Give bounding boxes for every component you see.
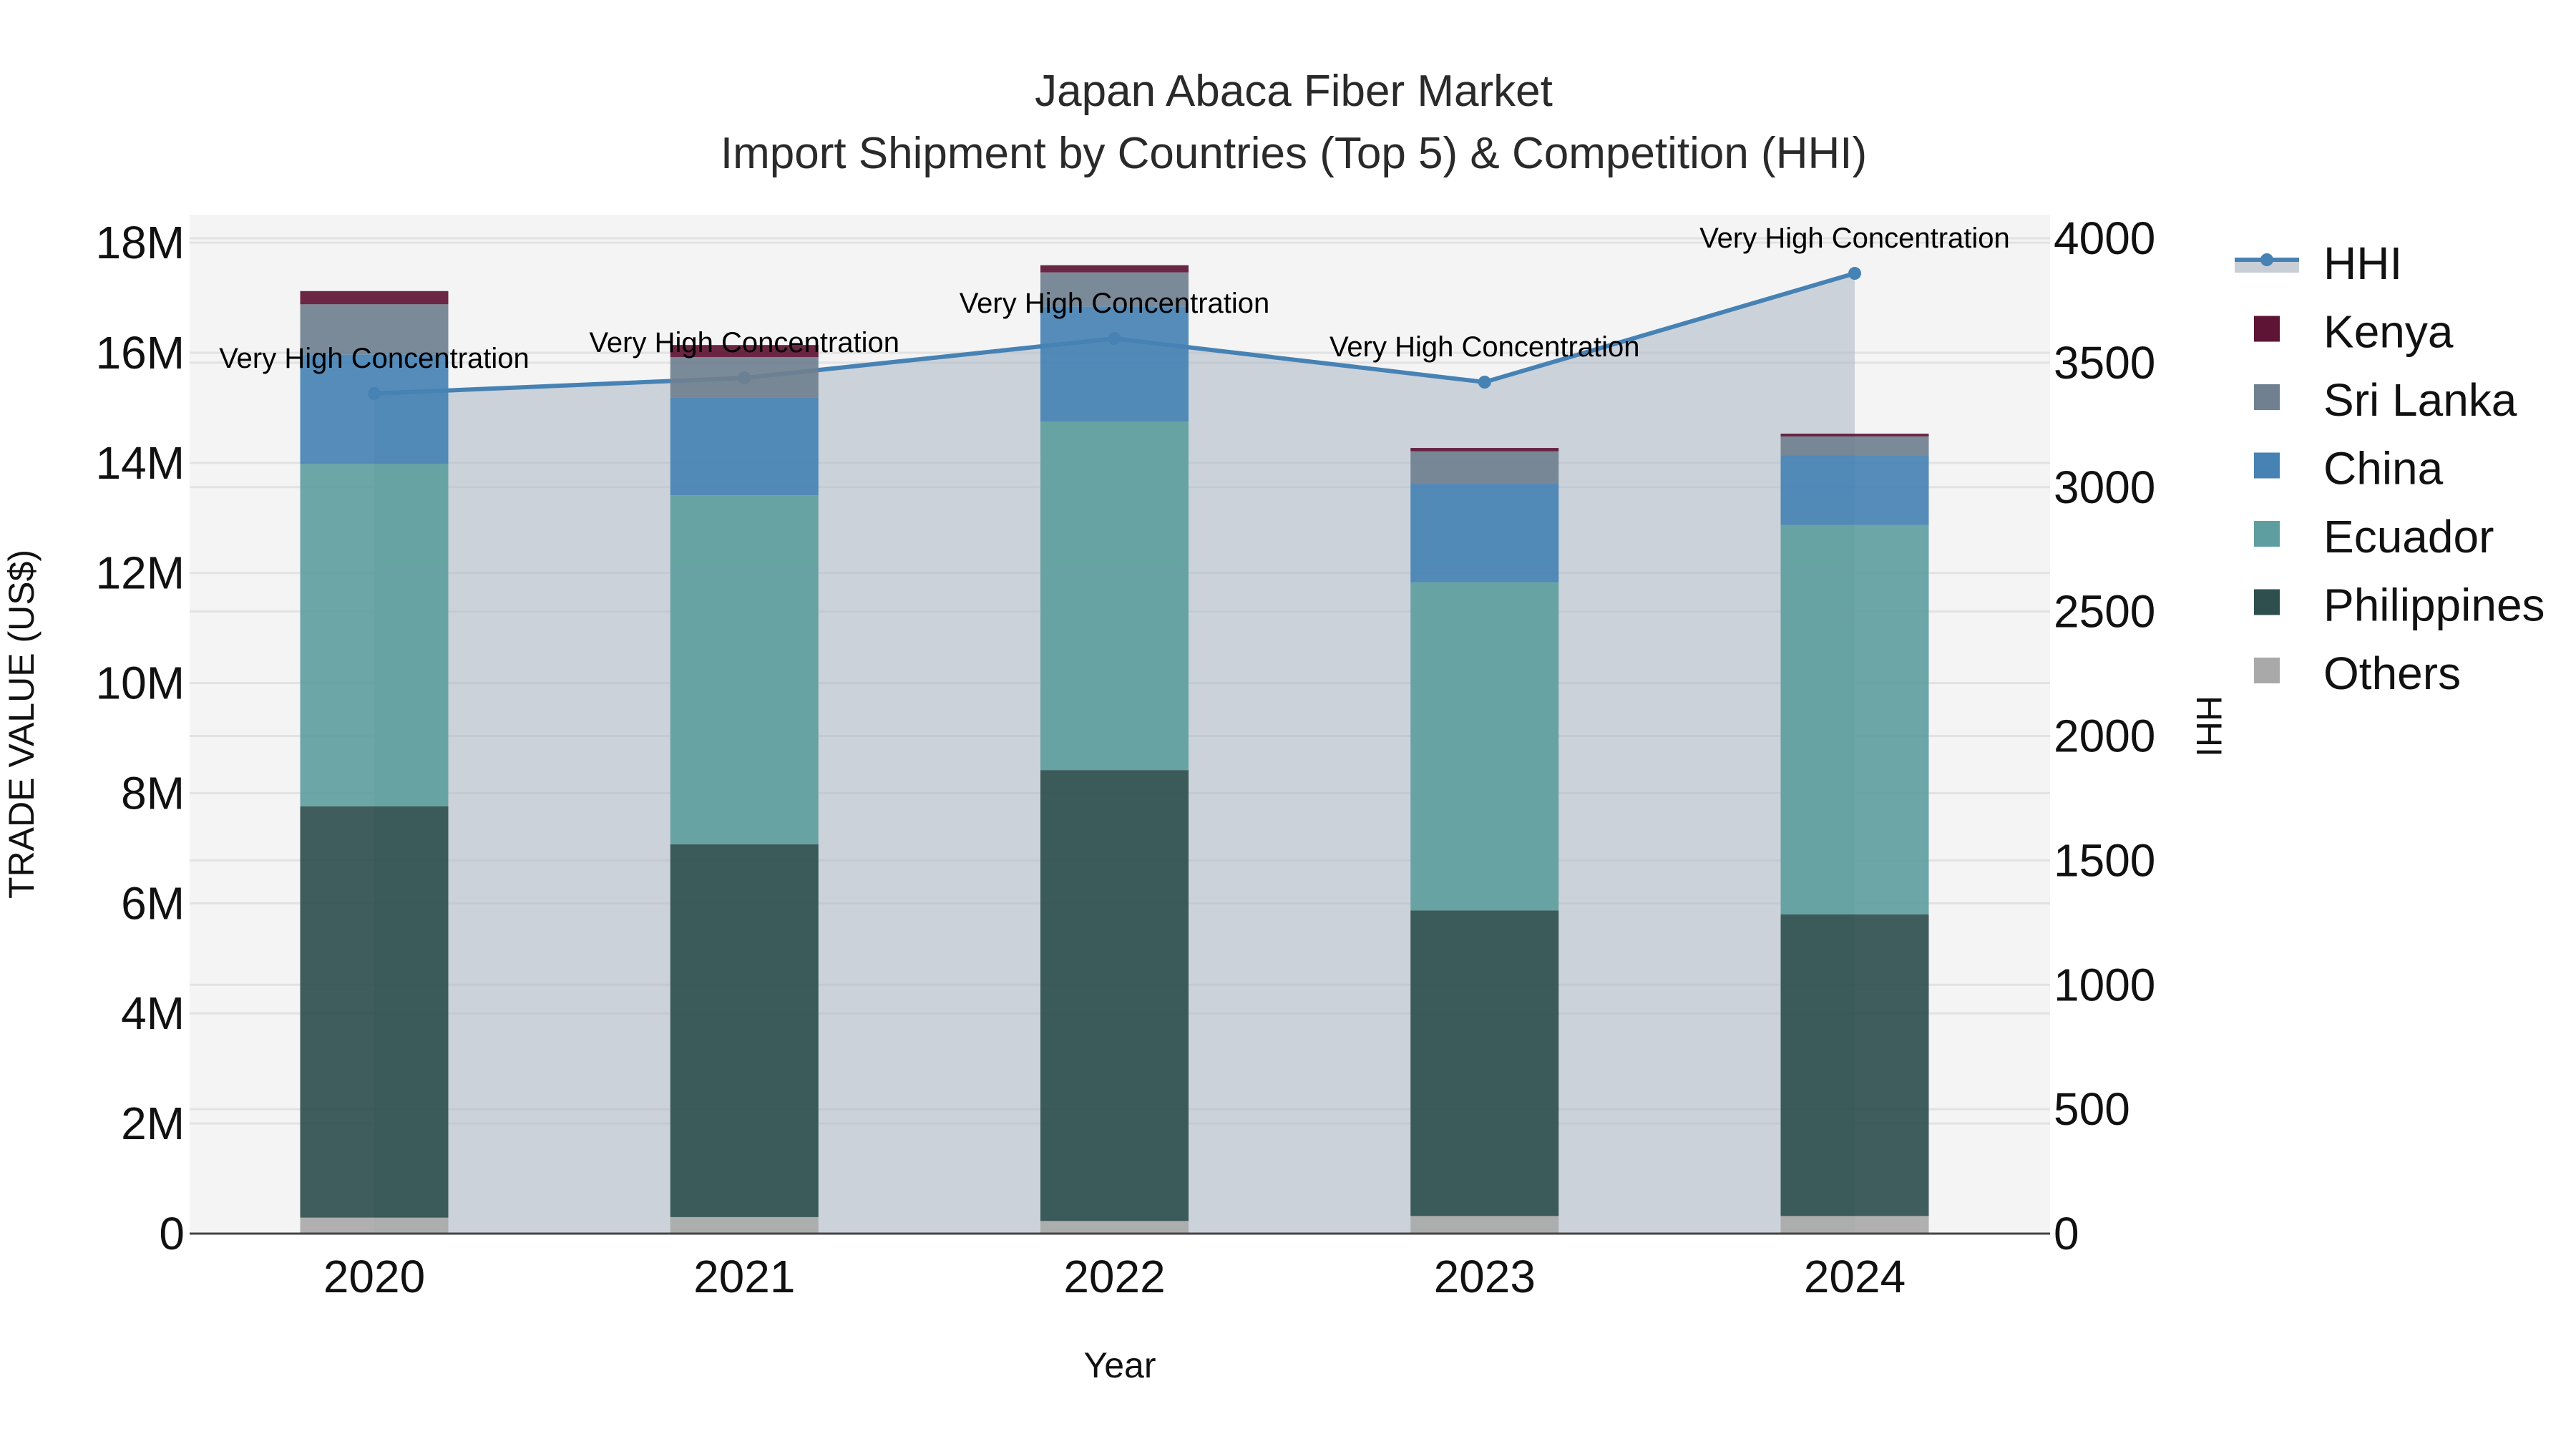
x-tick: 2021 — [693, 1251, 795, 1302]
bar-segment-china[interactable] — [1780, 455, 1929, 525]
legend-label: Others — [2323, 648, 2461, 699]
y-left-tick: 14M — [96, 437, 185, 489]
bar-segment-philippines[interactable] — [670, 844, 819, 1217]
bar-segment-ecuador[interactable] — [1410, 582, 1559, 911]
y-left-tick: 12M — [96, 547, 185, 599]
bar-segment-sri-lanka[interactable] — [1040, 272, 1189, 307]
legend-marker-icon — [2260, 253, 2273, 266]
bar-segment-sri-lanka[interactable] — [670, 357, 819, 398]
hhi-annotation: Very High Concentration — [960, 288, 1270, 319]
bar-segment-china[interactable] — [1410, 484, 1559, 582]
chart-title-line1: Japan Abaca Fiber Market — [1035, 67, 1553, 116]
legend-item-china[interactable]: China — [2254, 443, 2444, 494]
bar-segment-sri-lanka[interactable] — [1780, 436, 1929, 456]
bar-segment-sri-lanka[interactable] — [1410, 451, 1559, 484]
y-right-tick: 0 — [2054, 1208, 2079, 1259]
legend-item-others[interactable]: Others — [2254, 648, 2461, 699]
legend-item-ecuador[interactable]: Ecuador — [2254, 511, 2494, 562]
legend-area-swatch — [2235, 261, 2299, 273]
y-left-tick: 16M — [96, 327, 185, 379]
bar-segment-philippines[interactable] — [1780, 914, 1929, 1216]
legend-swatch-icon — [2254, 521, 2280, 547]
legend-swatch-icon — [2254, 452, 2280, 479]
legend-label: Ecuador — [2323, 511, 2494, 562]
bar-segment-ecuador[interactable] — [670, 495, 819, 845]
bar-segment-ecuador[interactable] — [1040, 421, 1189, 771]
legend-item-kenya[interactable]: Kenya — [2254, 306, 2454, 358]
y-left-tick: 6M — [121, 877, 185, 929]
y-left-tick: 4M — [121, 987, 185, 1039]
bar-segment-kenya[interactable] — [300, 291, 449, 305]
bar-segment-others[interactable] — [1410, 1216, 1559, 1234]
y-right-tick: 2500 — [2054, 586, 2155, 638]
bar-segment-china[interactable] — [670, 397, 819, 496]
bar-segment-ecuador[interactable] — [300, 464, 449, 806]
bar-segment-others[interactable] — [1040, 1221, 1189, 1234]
x-tick: 2024 — [1804, 1251, 1906, 1302]
y-right-tick: 3000 — [2054, 462, 2155, 513]
y-right-axis-title: HHI — [2189, 696, 2229, 757]
bar-segment-kenya[interactable] — [670, 345, 819, 358]
bar-segment-others[interactable] — [670, 1216, 819, 1234]
y-left-tick: 8M — [121, 767, 185, 819]
legend-label: Kenya — [2323, 306, 2454, 358]
hhi-annotations: Very High Concentration Very High Concent… — [219, 223, 2010, 374]
legend-label: Sri Lanka — [2323, 374, 2517, 426]
bar-segment-kenya[interactable] — [1410, 448, 1559, 452]
bar-segment-china[interactable] — [300, 354, 449, 464]
hhi-annotation: Very High Concentration — [219, 343, 530, 374]
y-left-axis-title: TRADE VALUE (US$) — [1, 550, 42, 899]
y-right-tick: 2000 — [2054, 711, 2155, 762]
legend-item-hhi[interactable]: HHI — [2235, 238, 2402, 289]
legend-swatch-icon — [2254, 384, 2280, 410]
bar-segment-china[interactable] — [1040, 306, 1189, 422]
y-left-tick: 2M — [121, 1098, 185, 1149]
bar-segment-philippines[interactable] — [300, 806, 449, 1218]
legend-label: HHI — [2323, 238, 2402, 289]
x-tick: 2020 — [323, 1251, 425, 1302]
x-axis-title: Year — [1083, 1345, 1156, 1385]
legend-label: Philippines — [2323, 580, 2545, 631]
hhi-annotation: Very High Concentration — [1330, 331, 1640, 363]
y-left-tick: 18M — [96, 217, 185, 268]
y-left-tick: 10M — [96, 658, 185, 709]
bar-segment-philippines[interactable] — [1410, 910, 1559, 1216]
bar-segment-kenya[interactable] — [1780, 434, 1929, 436]
x-tick-labels: 2020 2021 2022 2023 2024 — [323, 1251, 1906, 1302]
legend-swatch-icon — [2254, 589, 2280, 615]
legend-label: China — [2323, 443, 2444, 494]
bar-segment-ecuador[interactable] — [1780, 525, 1929, 914]
legend: HHI Kenya Sri Lanka China Ecuador Philippines… — [2235, 238, 2545, 699]
hhi-marker[interactable] — [1848, 267, 1861, 280]
hhi-marker[interactable] — [1478, 375, 1491, 389]
legend-swatch-icon — [2254, 316, 2280, 342]
chart-title-line2: Import Shipment by Countries (Top 5) & C… — [721, 129, 1867, 178]
y-right-tick: 3500 — [2054, 337, 2155, 389]
x-tick: 2022 — [1063, 1251, 1165, 1302]
x-tick: 2023 — [1434, 1251, 1536, 1302]
legend-item-philippines[interactable]: Philippines — [2254, 580, 2545, 631]
y-left-tick-labels: 0 2M 4M 6M 8M 10M 12M 14M 16M 18M — [96, 217, 185, 1259]
bar-segment-philippines[interactable] — [1040, 770, 1189, 1221]
bar-segment-others[interactable] — [300, 1217, 449, 1234]
legend-swatch-icon — [2254, 658, 2280, 683]
y-right-tick: 1500 — [2054, 834, 2155, 886]
y-right-tick: 4000 — [2054, 213, 2155, 264]
hhi-annotation: Very High Concentration — [589, 327, 899, 358]
y-right-tick: 1000 — [2054, 959, 2155, 1010]
bar-segment-others[interactable] — [1780, 1216, 1929, 1234]
bar-segment-sri-lanka[interactable] — [300, 304, 449, 355]
y-right-tick-labels: 0 500 1000 1500 2000 2500 3000 3500 4000 — [2054, 213, 2155, 1259]
stacked-bars — [300, 265, 1929, 1234]
legend-item-sri-lanka[interactable]: Sri Lanka — [2254, 374, 2517, 426]
y-left-tick: 0 — [159, 1208, 185, 1259]
bar-segment-kenya[interactable] — [1040, 265, 1189, 273]
hhi-annotation: Very High Concentration — [1699, 223, 2010, 254]
y-right-tick: 500 — [2054, 1083, 2130, 1135]
